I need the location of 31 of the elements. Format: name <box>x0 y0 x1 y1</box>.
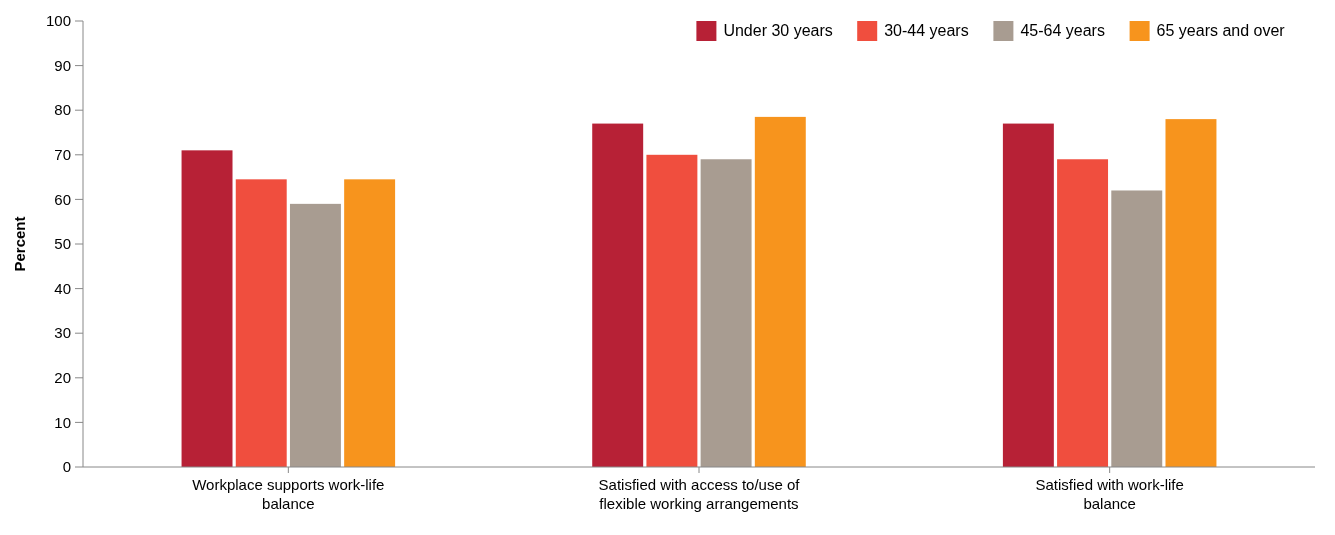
y-tick-label: 20 <box>54 369 71 387</box>
bar <box>700 159 752 467</box>
y-tick-label: 60 <box>54 190 71 208</box>
y-tick-label: 30 <box>54 324 71 342</box>
legend-label: 30-44 years <box>884 22 969 39</box>
bar <box>181 150 233 467</box>
bar <box>592 123 644 467</box>
y-tick-label: 70 <box>54 146 71 164</box>
bar <box>1165 119 1217 467</box>
y-tick-label: 10 <box>54 413 71 431</box>
bar <box>646 154 698 467</box>
y-tick-label: 50 <box>54 235 71 253</box>
bar <box>1057 159 1109 467</box>
x-tick-label: Workplace supports work-life balance <box>192 476 385 512</box>
y-axis-title: Percent <box>11 216 28 272</box>
legend-label: 45-64 years <box>1020 22 1105 39</box>
legend-label: 65 years and over <box>1156 22 1286 39</box>
y-tick-label: 80 <box>54 101 71 119</box>
y-tick-label: 0 <box>62 458 71 476</box>
y-tick-label: 100 <box>45 12 71 30</box>
bar <box>1002 123 1054 467</box>
bar <box>289 203 341 467</box>
y-tick-label: 90 <box>54 56 71 74</box>
bar <box>344 179 396 467</box>
bar <box>235 179 287 467</box>
y-tick-label: 40 <box>54 279 71 297</box>
bar <box>754 116 806 467</box>
legend-label: Under 30 years <box>723 22 833 39</box>
x-tick-label: Satisfied with access to/use of flexible working arrangements <box>598 476 801 512</box>
x-tick-label: Satisfied with work-life balance <box>1035 476 1184 512</box>
bar <box>1111 190 1163 467</box>
